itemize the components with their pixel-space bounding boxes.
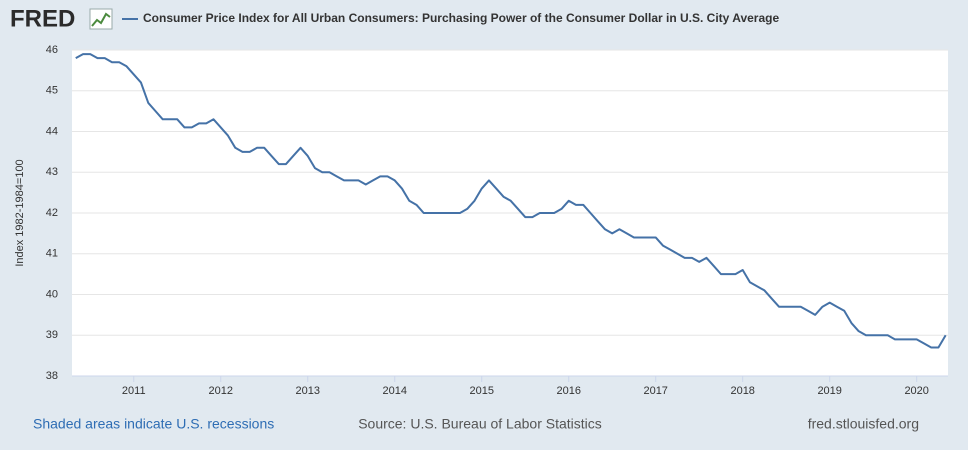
legend-label: Consumer Price Index for All Urban Consu…: [143, 11, 779, 25]
y-tick-label: 45: [46, 85, 58, 97]
x-tick-label: 2012: [209, 385, 233, 397]
x-tick-label: 2017: [643, 385, 667, 397]
x-tick-label: 2013: [296, 385, 320, 397]
x-tick-label: 2020: [904, 385, 928, 397]
y-tick-label: 39: [46, 329, 58, 341]
y-axis-label: Index 1982-1984=100: [14, 159, 26, 266]
y-tick-label: 44: [46, 125, 58, 137]
x-tick-label: 2018: [730, 385, 754, 397]
y-tick-label: 41: [46, 248, 58, 260]
x-tick-label: 2014: [382, 385, 406, 397]
logo: FRED: [10, 5, 75, 32]
site-note: fred.stlouisfed.org: [808, 416, 919, 432]
y-tick-label: 42: [46, 207, 58, 219]
x-tick-label: 2019: [817, 385, 841, 397]
y-tick-label: 38: [46, 370, 58, 382]
y-tick-label: 46: [46, 44, 58, 56]
y-tick-label: 43: [46, 166, 58, 178]
x-tick-label: 2015: [469, 385, 493, 397]
y-tick-label: 40: [46, 288, 58, 300]
x-tick-label: 2016: [556, 385, 580, 397]
recession-note: Shaded areas indicate U.S. recessions: [33, 416, 274, 432]
x-tick-label: 2011: [122, 385, 146, 397]
series-line: [75, 53, 947, 349]
source-note: Source: U.S. Bureau of Labor Statistics: [358, 416, 602, 432]
logo-icon: [89, 8, 113, 30]
